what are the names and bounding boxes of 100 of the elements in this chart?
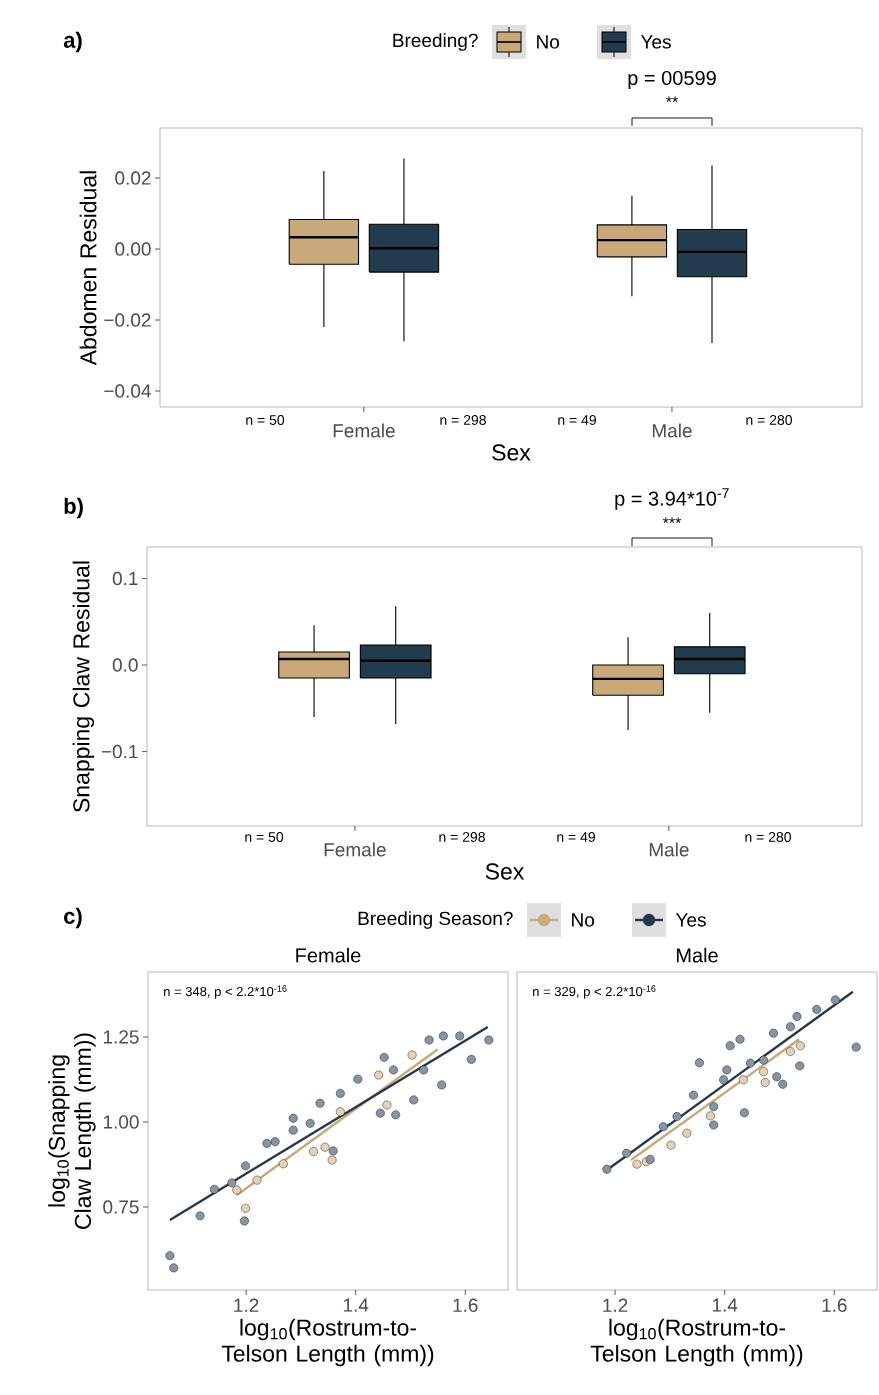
point: [335, 1107, 345, 1117]
text: p = 00599: [628, 70, 716, 90]
x-axis-title: log$_{10}$(Rostrum-to-Telson Length (mm)): [590, 1318, 803, 1367]
point: [719, 1075, 728, 1085]
y-tick-label: 1.25: [103, 1030, 139, 1044]
point: [419, 1065, 429, 1075]
point: [335, 1089, 345, 1098]
point: [382, 1100, 392, 1110]
point: [795, 1041, 805, 1051]
text: p = 3.94*10$^{-7}$: [615, 488, 729, 510]
text: a): [63, 31, 82, 53]
point: [391, 1110, 401, 1120]
point: [241, 1161, 250, 1171]
point: [759, 1055, 768, 1065]
text: n = 298: [439, 832, 485, 842]
point: [709, 1102, 719, 1112]
point: [682, 1128, 692, 1138]
point: [327, 1155, 337, 1165]
point: [437, 1080, 447, 1090]
point: [288, 1113, 298, 1123]
point: [851, 1042, 861, 1052]
point: [320, 1142, 330, 1152]
legend-title: Breeding Season?: [358, 911, 513, 929]
point: [795, 1061, 805, 1071]
point: [375, 1108, 385, 1118]
point: [240, 1216, 249, 1226]
y-tick-label: −0.1: [101, 744, 138, 759]
point: [241, 1203, 250, 1213]
point: [270, 1137, 280, 1147]
x-tick-label: 1.4: [712, 1298, 738, 1312]
point: [374, 1070, 384, 1080]
text: b): [64, 497, 83, 519]
point: [209, 1184, 219, 1194]
y-tick-label: 1.00: [103, 1115, 139, 1129]
point: [455, 1031, 465, 1041]
x-tick-label: 1.4: [343, 1298, 369, 1312]
text: n = 298: [440, 415, 486, 425]
point: [438, 1031, 448, 1041]
point: [830, 995, 840, 1005]
point: [706, 1111, 715, 1121]
y-tick-label: 0.75: [103, 1200, 139, 1214]
legend-title: Breeding?: [393, 33, 478, 51]
x-tick-label: 1.2: [234, 1298, 259, 1312]
point: [315, 1098, 325, 1108]
point: [353, 1074, 363, 1084]
point: [645, 1155, 655, 1164]
point: [722, 1065, 732, 1075]
x-axis-title: log$_{10}$(Rostrum-to-Telson Length (mm)): [221, 1318, 434, 1367]
text: c): [64, 907, 82, 929]
point: [738, 1075, 748, 1085]
annotation: n = 348, p < 2.2*10$^{-16}$: [164, 985, 287, 999]
point: [778, 1079, 788, 1089]
point: [328, 1146, 338, 1156]
legend-label: No: [537, 35, 560, 49]
point: [407, 1050, 417, 1060]
y-tick-label: 0.1: [112, 571, 138, 586]
point: [227, 1178, 237, 1188]
x-axis-title: Sex: [492, 444, 531, 461]
x-tick-label: 1.2: [603, 1298, 628, 1312]
point: [772, 1072, 782, 1082]
chart-title: Male: [676, 947, 718, 963]
point: [658, 1122, 668, 1132]
text: n = 280: [745, 832, 791, 842]
point: [695, 1058, 704, 1068]
text: n = 49: [557, 832, 595, 842]
text: ***: [662, 517, 682, 524]
text: n = 280: [746, 415, 792, 425]
text: n = 50: [246, 415, 285, 425]
point: [169, 1263, 179, 1273]
point: [409, 1095, 419, 1105]
text: n = 49: [558, 415, 596, 425]
y-axis-title: Snapping Claw Residual: [72, 561, 95, 813]
point: [252, 1175, 262, 1185]
x-axis-title: Sex: [485, 863, 525, 880]
point: [760, 1078, 770, 1087]
y-tick-label: −0.02: [104, 313, 151, 327]
point: [672, 1112, 682, 1121]
x-tick-label: 1.6: [822, 1298, 847, 1312]
point: [709, 1120, 719, 1130]
point: [632, 1159, 642, 1169]
legend-label: Yes: [640, 35, 671, 49]
x-tick-label: 1.6: [453, 1298, 478, 1312]
point: [746, 1058, 755, 1068]
point: [759, 1067, 768, 1077]
chart-title: Female: [296, 947, 361, 963]
text: **: [666, 96, 678, 103]
point: [165, 1251, 175, 1261]
point: [725, 1041, 735, 1051]
point: [309, 1147, 318, 1156]
point: [689, 1090, 698, 1100]
legend-label: No: [572, 913, 595, 927]
text: n = 50: [245, 832, 284, 842]
point: [379, 1052, 389, 1062]
legend-label: Yes: [675, 913, 706, 927]
point: [740, 1108, 749, 1118]
point: [278, 1159, 288, 1169]
point: [622, 1148, 631, 1158]
point: [288, 1125, 298, 1135]
point: [812, 1005, 822, 1014]
point: [466, 1055, 476, 1064]
